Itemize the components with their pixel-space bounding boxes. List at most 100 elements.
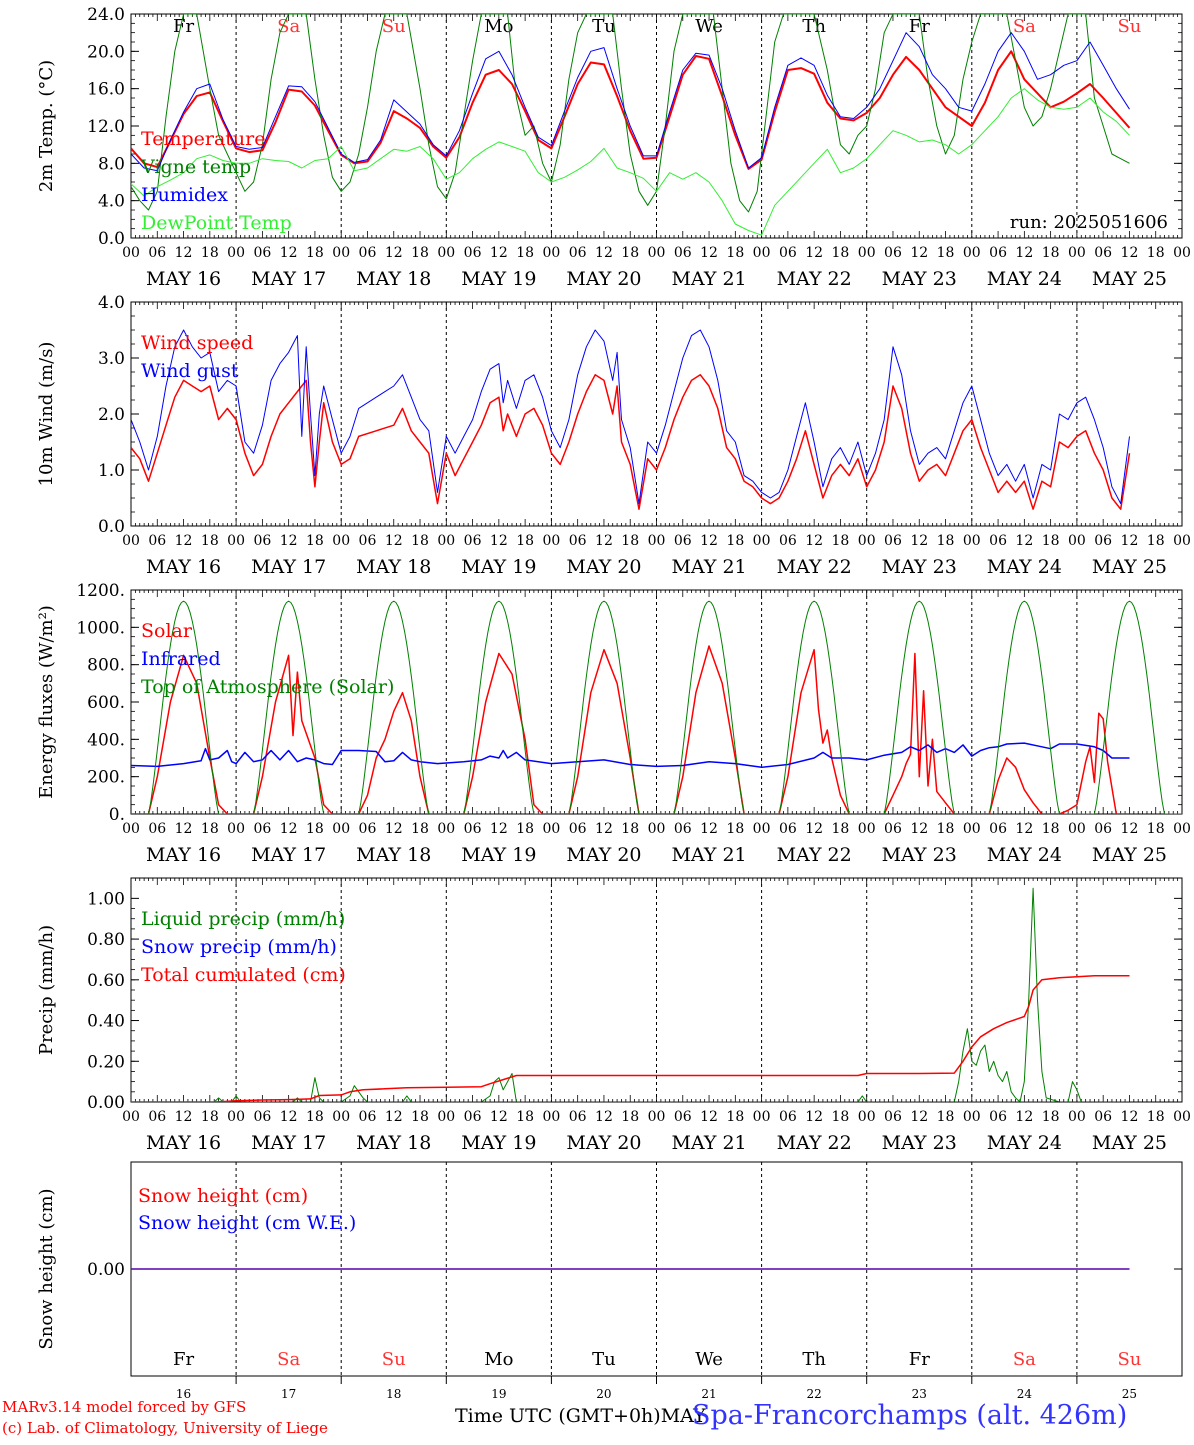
date-label: MAY 25 bbox=[1092, 1132, 1167, 1154]
hour-tick-label: 12 bbox=[910, 245, 928, 261]
y-tick-label: 1.0 bbox=[98, 461, 125, 481]
hour-tick-label: 06 bbox=[779, 533, 797, 549]
date-label: MAY 19 bbox=[461, 556, 536, 578]
hour-tick-label: 12 bbox=[595, 821, 613, 837]
y-tick-label: 4.0 bbox=[98, 192, 125, 212]
hour-tick-label: 06 bbox=[884, 245, 902, 261]
date-label: MAY 20 bbox=[566, 268, 641, 290]
hour-tick-label: 06 bbox=[148, 533, 166, 549]
hour-tick-label: 12 bbox=[280, 1109, 298, 1125]
hour-tick-label: 06 bbox=[253, 533, 271, 549]
hour-tick-label: 06 bbox=[148, 1109, 166, 1125]
hour-tick-label: 00 bbox=[542, 1109, 560, 1125]
hour-tick-label: 00 bbox=[542, 245, 560, 261]
series-group bbox=[131, 14, 1131, 236]
day-abbr-label: We bbox=[695, 16, 723, 37]
hour-tick-label: 12 bbox=[910, 1109, 928, 1125]
hour-tick-label: 12 bbox=[805, 1109, 823, 1125]
hour-tick-label: 06 bbox=[253, 1109, 271, 1125]
panel-wind: 0.0 1.0 2.0 3.0 4.0 10m Wind (m/s) 00 06 12 18 MAY… bbox=[36, 293, 1191, 578]
hour-tick-label: 00 bbox=[437, 821, 455, 837]
y-tick-label: 1200. bbox=[76, 581, 125, 601]
hour-tick-label: 06 bbox=[359, 533, 377, 549]
hour-tick-label: 12 bbox=[595, 245, 613, 261]
hour-tick-label: 00 bbox=[648, 533, 666, 549]
date-label: MAY 22 bbox=[777, 1132, 852, 1154]
hour-tick-label: 18 bbox=[516, 821, 534, 837]
hour-tick-label: 18 bbox=[726, 821, 744, 837]
bottom-day-number: 25 bbox=[1122, 1387, 1137, 1401]
hour-tick-label: 18 bbox=[1147, 821, 1165, 837]
hour-tick-label: 00 bbox=[227, 533, 245, 549]
model-credit: MARv3.14 model forced by GFS bbox=[2, 1398, 247, 1416]
hour-tick-label: 12 bbox=[385, 245, 403, 261]
series-line-top-of-atmosphere-solar- bbox=[131, 600, 1182, 814]
y-tick-label: 3.0 bbox=[98, 349, 125, 369]
y-tick-label: 400. bbox=[87, 730, 125, 750]
date-label: MAY 22 bbox=[777, 268, 852, 290]
hour-tick-label: 06 bbox=[779, 821, 797, 837]
hour-tick-label: 18 bbox=[1147, 533, 1165, 549]
date-label: MAY 19 bbox=[461, 844, 536, 866]
y-tick-label: 0.0 bbox=[98, 229, 125, 249]
y-axis-label: 2m Temp. (°C) bbox=[36, 60, 57, 192]
panel-precip: 0.00 0.20 0.40 0.60 0.80 1.00 Precip (mm/h) 00 0… bbox=[36, 877, 1191, 1154]
hour-tick-label: 06 bbox=[464, 821, 482, 837]
hour-tick-label: 00 bbox=[542, 533, 560, 549]
y-tick-label: 1000. bbox=[76, 618, 125, 638]
bottom-day-number: 22 bbox=[807, 1387, 822, 1401]
bottom-day-number: 17 bbox=[281, 1387, 296, 1401]
hour-tick-label: 06 bbox=[884, 1109, 902, 1125]
date-label: MAY 16 bbox=[146, 556, 221, 578]
hour-tick-label: 18 bbox=[1147, 1109, 1165, 1125]
hour-tick-label: 18 bbox=[411, 245, 429, 261]
hour-tick-label: 18 bbox=[937, 1109, 955, 1125]
hour-tick-label: 18 bbox=[201, 245, 219, 261]
y-tick-label: 0.60 bbox=[87, 971, 125, 991]
bottom-day-abbr: Th bbox=[802, 1349, 826, 1370]
hour-tick-label: 18 bbox=[306, 821, 324, 837]
hour-tick-label: 18 bbox=[726, 533, 744, 549]
hour-tick-label: 12 bbox=[385, 821, 403, 837]
hour-tick-label: 00 bbox=[122, 533, 140, 549]
hour-tick-label: 18 bbox=[306, 533, 324, 549]
hour-tick-label: 00 bbox=[858, 1109, 876, 1125]
hour-tick-label: 12 bbox=[1015, 533, 1033, 549]
hour-tick-label: 18 bbox=[726, 245, 744, 261]
hour-tick-label: 12 bbox=[490, 245, 508, 261]
date-label: MAY 21 bbox=[671, 268, 746, 290]
y-axis-label: 10m Wind (m/s) bbox=[36, 342, 57, 487]
date-label: MAY 16 bbox=[146, 1132, 221, 1154]
date-label: MAY 18 bbox=[356, 844, 431, 866]
date-label: MAY 25 bbox=[1092, 268, 1167, 290]
series-line-humidex bbox=[131, 32, 1130, 172]
bottom-day-number: 23 bbox=[912, 1387, 927, 1401]
hour-tick-label: 18 bbox=[937, 533, 955, 549]
hour-tick-label: 06 bbox=[1094, 821, 1112, 837]
date-label: MAY 23 bbox=[882, 1132, 957, 1154]
date-label: MAY 23 bbox=[882, 844, 957, 866]
hour-tick-label: 18 bbox=[1147, 245, 1165, 261]
hour-tick-label: 12 bbox=[175, 1109, 193, 1125]
bottom-day-number: 24 bbox=[1017, 1387, 1033, 1401]
legend-entry: Wind speed bbox=[141, 332, 253, 354]
panel-temperature: 0.0 4.0 8.0 12.0 16.0 20.0 24.0 2m Temp. (°C) 00… bbox=[36, 5, 1191, 290]
hour-tick-label: 00 bbox=[437, 533, 455, 549]
hour-tick-label: 00 bbox=[753, 821, 771, 837]
hour-tick-label: 12 bbox=[490, 533, 508, 549]
hour-tick-label: 18 bbox=[621, 1109, 639, 1125]
hour-tick-label: 06 bbox=[779, 1109, 797, 1125]
bottom-day-abbr: Sa bbox=[277, 1349, 300, 1370]
hour-tick-label: 18 bbox=[201, 1109, 219, 1125]
hour-tick-label: 06 bbox=[253, 245, 271, 261]
y-tick-label: 0.0 bbox=[98, 517, 125, 537]
series-line-temperature bbox=[131, 50, 1131, 170]
bottom-day-abbr: Mo bbox=[484, 1349, 513, 1370]
hour-tick-label: 12 bbox=[910, 821, 928, 837]
hour-tick-label: 06 bbox=[148, 821, 166, 837]
y-tick-label: 16.0 bbox=[87, 80, 125, 100]
date-label: MAY 20 bbox=[566, 1132, 641, 1154]
hour-tick-label: 00 bbox=[227, 1109, 245, 1125]
hour-tick-label: 00 bbox=[753, 1109, 771, 1125]
